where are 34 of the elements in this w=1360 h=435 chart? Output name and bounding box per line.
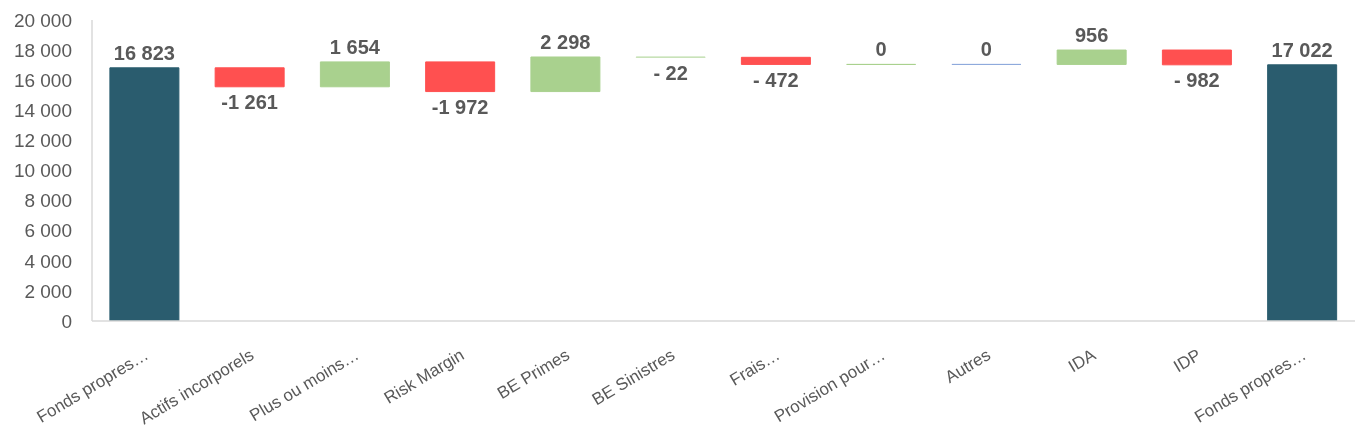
y-tick-label: 14 000 bbox=[13, 100, 72, 122]
data-label: 0 bbox=[980, 38, 992, 61]
bar bbox=[1267, 64, 1338, 321]
data-label: 956 bbox=[1074, 24, 1109, 47]
y-tick-label: 10 000 bbox=[13, 160, 72, 182]
bar bbox=[740, 56, 811, 65]
data-label: -1 972 bbox=[431, 95, 489, 118]
bar bbox=[319, 61, 390, 88]
y-tick-label: 8 000 bbox=[24, 190, 72, 212]
bar bbox=[1056, 49, 1127, 65]
data-label: 0 bbox=[875, 38, 887, 61]
y-tick-label: 2 000 bbox=[24, 280, 72, 302]
y-tick-label: 18 000 bbox=[13, 39, 72, 61]
bar bbox=[530, 56, 601, 93]
x-tick-label: IDP bbox=[1170, 345, 1205, 377]
y-tick-label: 4 000 bbox=[24, 250, 72, 272]
data-label: 1 654 bbox=[329, 35, 381, 58]
data-label: 2 298 bbox=[540, 30, 591, 53]
bar bbox=[1161, 49, 1232, 66]
bar bbox=[109, 67, 180, 321]
bar bbox=[425, 61, 496, 93]
data-label: -1 261 bbox=[221, 91, 278, 114]
y-tick-label: 0 bbox=[61, 310, 72, 332]
data-label: - 22 bbox=[653, 61, 688, 84]
data-label: 16 823 bbox=[113, 41, 175, 64]
y-tick-label: 12 000 bbox=[13, 130, 72, 152]
y-tick-label: 6 000 bbox=[24, 220, 72, 242]
y-tick-label: 16 000 bbox=[13, 69, 72, 91]
y-tick-label: 20 000 bbox=[13, 9, 72, 31]
data-label: - 982 bbox=[1174, 69, 1220, 92]
bar bbox=[214, 67, 285, 88]
data-label: 17 022 bbox=[1271, 38, 1333, 61]
data-label: - 472 bbox=[753, 68, 799, 91]
x-tick-label: IDA bbox=[1064, 344, 1100, 377]
